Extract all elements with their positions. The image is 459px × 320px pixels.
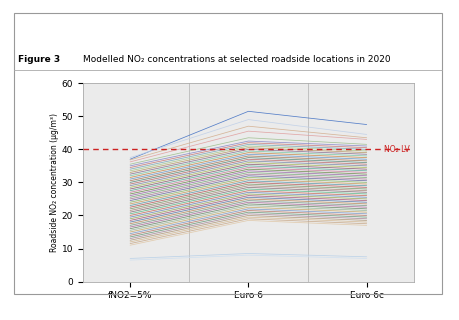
Text: Modelled NO₂ concentrations at selected roadside locations in 2020: Modelled NO₂ concentrations at selected … [83, 55, 390, 64]
Y-axis label: Roadside NO₂ concentration (μg/m³): Roadside NO₂ concentration (μg/m³) [50, 113, 59, 252]
Text: NO₂ LV: NO₂ LV [384, 145, 409, 154]
Text: Figure 3: Figure 3 [18, 55, 61, 64]
